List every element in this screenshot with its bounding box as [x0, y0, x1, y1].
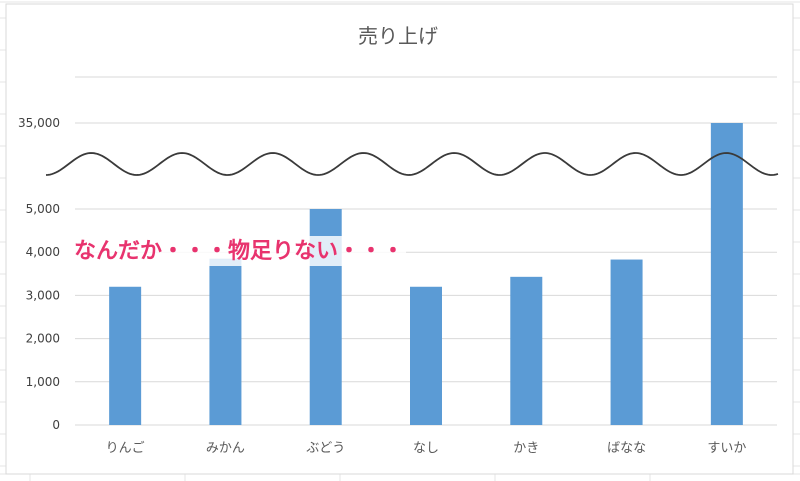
- x-tick-label: なし: [413, 441, 439, 456]
- x-tick-label: ばなな: [607, 441, 646, 456]
- x-tick-label: すいか: [707, 441, 746, 456]
- bar: [510, 276, 543, 425]
- y-tick-label: 2,000: [26, 332, 60, 346]
- x-tick-label: ぶどう: [306, 441, 345, 456]
- axis-break-wave: [45, 152, 779, 176]
- y-tick-labels: 0 1,000 2,000 3,000 4,000 5,000 35,000: [18, 116, 60, 432]
- bar: [209, 258, 242, 425]
- y-tick-label: 4,000: [26, 245, 60, 259]
- y-tick-label: 5,000: [26, 202, 60, 216]
- bar: [109, 286, 142, 425]
- annotation-background: [72, 236, 407, 266]
- x-tick-label: かき: [513, 441, 539, 456]
- bar: [610, 259, 643, 425]
- y-tick-label: 1,000: [26, 375, 60, 389]
- bars: [109, 123, 743, 425]
- category-labels: りんご みかん ぶどう なし かき ばなな すいか: [106, 440, 747, 456]
- bar: [710, 123, 743, 425]
- y-tick-label: 3,000: [26, 288, 60, 302]
- y-tick-label: 0: [52, 418, 60, 432]
- chart-title: 売り上げ: [358, 24, 438, 48]
- x-tick-label: りんご: [106, 440, 145, 456]
- x-tick-label: みかん: [206, 441, 245, 456]
- annotation-text: なんだか・・・物足りない・・・: [74, 238, 404, 264]
- y-tick-label-break: 35,000: [18, 116, 60, 130]
- bar: [410, 286, 442, 425]
